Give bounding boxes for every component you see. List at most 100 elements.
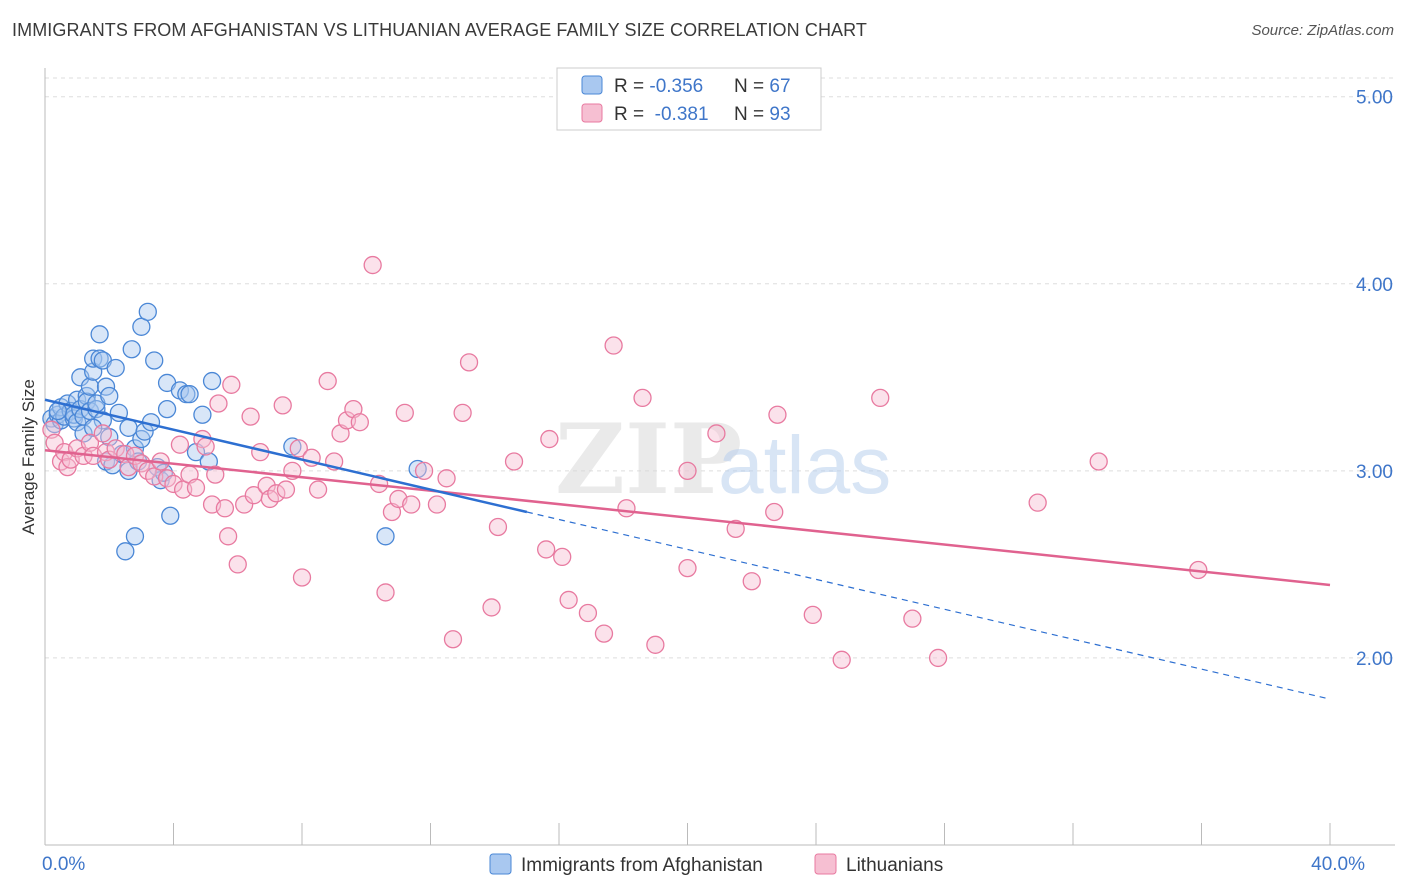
watermark: ZIP atlas: [555, 403, 891, 516]
data-point: [594, 624, 614, 643]
legend-n-label: N =: [734, 104, 769, 125]
data-point: [196, 437, 215, 456]
data-point: [90, 349, 109, 368]
data-point: [363, 255, 382, 275]
data-point: [228, 555, 247, 574]
data-point: [318, 371, 337, 391]
source-label: Source: ZipAtlas.com: [1251, 22, 1394, 39]
data-point: [443, 630, 463, 649]
y-tick-label: 2.00: [1356, 649, 1393, 670]
legend-r-value: -0.356: [649, 76, 703, 97]
data-point: [408, 459, 427, 479]
data-point: [350, 413, 369, 432]
data-point: [482, 598, 501, 617]
data-point: [395, 403, 414, 423]
data-point: [553, 547, 572, 567]
data-point: [276, 480, 296, 499]
data-point: [803, 605, 822, 625]
x-tick-label: 40.0%: [1311, 854, 1365, 875]
data-point: [202, 371, 222, 391]
svg-text:R = -0.356: R = -0.356: [614, 76, 703, 97]
data-point: [617, 499, 636, 518]
data-point: [84, 418, 103, 437]
data-point: [903, 609, 922, 628]
data-point: [832, 650, 851, 669]
series-legend: Immigrants from Afghanistan Lithuanians: [489, 853, 943, 876]
data-point: [414, 461, 434, 481]
data-point: [215, 499, 235, 518]
data-point: [289, 439, 308, 458]
data-point: [537, 540, 556, 559]
trend-line-lithuanians: [44, 449, 1331, 587]
legend-n-value: 67: [769, 76, 790, 97]
data-point: [559, 590, 578, 610]
series-label-afghanistan: Immigrants from Afghanistan: [521, 855, 763, 876]
data-point: [241, 407, 260, 426]
y-tick-label: 5.00: [1356, 88, 1393, 109]
data-point: [161, 506, 180, 525]
correlation-legend: R = -0.356 N = 67 R = -0.381 N = 93: [556, 67, 822, 131]
data-point: [93, 411, 112, 430]
data-point: [222, 375, 241, 394]
x-tick-label: 0.0%: [42, 854, 85, 875]
data-point: [633, 388, 652, 408]
data-point: [100, 386, 119, 406]
trend-line-afghanistan-projection: [526, 511, 1331, 700]
data-point: [437, 469, 456, 488]
data-point: [578, 603, 598, 623]
chart-title: IMMIGRANTS FROM AFGHANISTAN VS LITHUANIA…: [12, 20, 868, 40]
data-point: [1028, 493, 1047, 512]
data-point: [604, 336, 623, 355]
legend-r-value: -0.381: [649, 104, 708, 125]
data-point: [218, 527, 238, 546]
series-swatch-lithuanians: [814, 853, 837, 875]
data-point: [376, 583, 395, 602]
data-point: [116, 542, 135, 561]
data-point: [267, 484, 286, 503]
legend-n-value: 93: [769, 104, 790, 125]
axes: [44, 68, 1395, 846]
data-point: [765, 502, 784, 522]
data-point: [180, 385, 199, 404]
series-swatch-afghanistan: [489, 853, 512, 875]
data-point: [678, 461, 697, 481]
data-point: [742, 572, 761, 591]
data-point: [170, 435, 190, 454]
data-point: [928, 648, 948, 668]
data-point: [164, 474, 183, 494]
data-point: [504, 452, 524, 471]
data-point: [1089, 452, 1108, 471]
legend-r-label: R =: [614, 104, 649, 125]
legend-swatch-blue: [581, 75, 603, 95]
trend-line-afghanistan: [44, 398, 528, 514]
data-point: [402, 495, 421, 514]
data-point: [707, 424, 726, 443]
data-point: [235, 495, 254, 514]
data-point: [283, 437, 302, 456]
data-point: [427, 495, 447, 514]
data-point: [726, 519, 745, 538]
svg-text:N = 67: N = 67: [734, 76, 791, 97]
data-point: [871, 388, 890, 408]
legend-r-label: R =: [614, 76, 649, 97]
data-point: [157, 399, 177, 419]
legend-swatch-pink: [581, 103, 603, 123]
series-label-lithuanians: Lithuanians: [846, 855, 943, 876]
data-point: [488, 517, 508, 537]
data-point: [186, 478, 206, 497]
data-point: [273, 396, 292, 415]
data-point: [145, 351, 164, 370]
data-point: [122, 340, 141, 359]
data-point: [209, 394, 228, 413]
data-point: [376, 527, 395, 546]
data-point: [453, 403, 472, 423]
data-point: [206, 465, 225, 484]
data-point: [106, 358, 125, 378]
svg-text:R = -0.381: R = -0.381: [614, 104, 709, 125]
data-point: [292, 568, 312, 587]
data-point: [540, 429, 559, 449]
y-tick-label: 3.00: [1356, 462, 1393, 483]
data-point: [459, 353, 479, 372]
tick-labels: 2.00 3.00 4.00 5.00 0.0% 40.0%: [42, 88, 1393, 875]
